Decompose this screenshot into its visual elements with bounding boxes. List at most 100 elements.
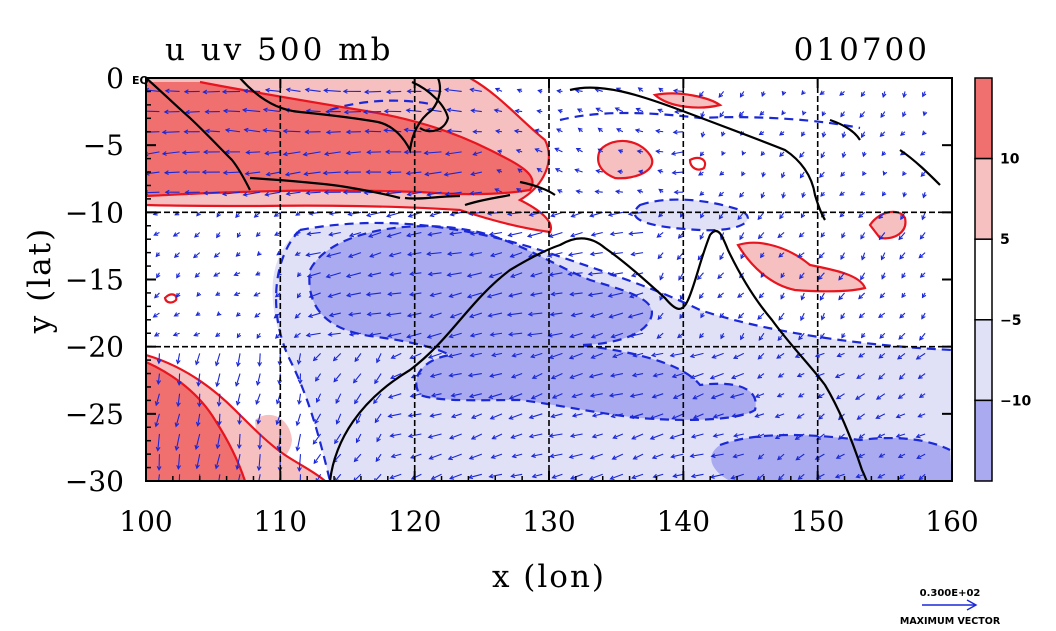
wind-vector — [656, 332, 664, 339]
wind-vector — [590, 231, 603, 237]
colorbar-swatch — [974, 77, 993, 160]
wind-vector — [761, 171, 766, 178]
wind-vector — [915, 433, 926, 439]
wind-vector — [608, 312, 624, 319]
wind-vector — [154, 413, 160, 428]
wind-vector — [195, 454, 201, 470]
wind-vector — [325, 109, 341, 115]
wind-vector — [589, 393, 603, 398]
wind-vector — [608, 392, 623, 398]
wind-vector — [450, 413, 462, 419]
wind-vector — [343, 109, 361, 115]
wind-vector — [215, 373, 221, 388]
wind-vector — [860, 91, 866, 98]
wind-vector — [342, 189, 361, 195]
wind-vector — [470, 433, 483, 440]
wind-vector — [777, 473, 785, 481]
wind-vector — [879, 332, 886, 339]
wind-vector — [899, 312, 906, 319]
wind-vector — [194, 232, 201, 238]
fill-plus10-sw — [146, 362, 245, 481]
wind-vector — [721, 150, 726, 156]
wind-vector — [173, 312, 180, 317]
colorbar-label: −10 — [1000, 393, 1031, 409]
wind-vector — [156, 272, 161, 279]
x-tick-label: 110 — [254, 505, 307, 538]
x-tick-label: 140 — [657, 505, 710, 538]
wind-vector — [385, 149, 402, 155]
wind-vector — [276, 271, 282, 277]
wind-vector — [469, 332, 482, 338]
wind-vector — [213, 252, 221, 258]
wind-vector — [819, 332, 825, 340]
wind-vector — [387, 393, 402, 399]
wind-vector — [556, 189, 563, 194]
wind-vector — [511, 453, 523, 459]
wind-vector — [760, 151, 766, 157]
wind-vector — [253, 211, 261, 218]
wind-vector — [637, 87, 644, 92]
wind-vector — [529, 272, 543, 278]
wind-vector — [284, 171, 301, 177]
wind-vector — [233, 271, 241, 277]
colorbar: 10 5 −5 −10 — [974, 77, 1031, 482]
wind-vector — [741, 171, 746, 177]
wind-vector — [917, 413, 926, 418]
wind-vector — [757, 373, 765, 379]
wind-vector — [901, 292, 906, 299]
wind-vector — [617, 149, 624, 154]
wind-vector — [922, 111, 928, 117]
wind-vector — [390, 453, 402, 459]
wind-vector — [548, 352, 563, 360]
wind-vector — [669, 433, 684, 440]
wind-vector — [450, 392, 462, 398]
wind-vector — [218, 494, 222, 510]
wind-vector — [569, 231, 583, 238]
wind-vector — [365, 211, 382, 218]
wind-vector — [447, 453, 462, 461]
wind-vector — [295, 433, 302, 452]
wind-vector — [632, 352, 644, 358]
wind-vector — [819, 90, 825, 96]
wind-vector — [426, 251, 442, 257]
wind-vector — [916, 453, 926, 459]
wind-vector — [632, 453, 644, 460]
wind-vector — [569, 291, 583, 297]
fill-plus5-top — [655, 93, 720, 108]
wind-vector — [374, 413, 382, 424]
wind-vector — [314, 413, 322, 425]
wind-vector — [264, 87, 281, 93]
wind-vector — [376, 433, 382, 443]
wind-vector — [343, 169, 361, 175]
wind-vector — [556, 88, 563, 94]
wind-vector — [718, 191, 724, 197]
wind-vector — [895, 413, 906, 419]
wind-vector — [488, 473, 503, 479]
wind-vector — [902, 192, 907, 198]
wind-vector — [730, 373, 744, 380]
wind-vector — [880, 111, 886, 118]
wind-vector — [446, 128, 462, 134]
wind-vector — [819, 292, 825, 301]
wind-vector — [801, 192, 806, 199]
wind-vector — [589, 312, 603, 318]
wind-vector — [244, 171, 261, 176]
wind-vector — [672, 473, 684, 479]
wind-vector — [409, 453, 422, 459]
wind-vector — [821, 111, 827, 117]
wind-vector — [536, 167, 543, 173]
wind-vector — [820, 191, 826, 197]
wind-vector — [409, 352, 422, 360]
wind-vector — [488, 393, 503, 400]
wind-vector — [489, 372, 503, 378]
wind-vector — [494, 188, 503, 193]
wind-vector — [689, 453, 704, 459]
wind-vector — [710, 393, 724, 400]
wind-vectors — [146, 87, 928, 510]
wind-vector — [658, 87, 664, 93]
wind-vector — [700, 312, 705, 319]
wind-vector — [700, 131, 706, 138]
wind-vector — [796, 372, 805, 378]
wind-vector — [587, 271, 603, 277]
wind-vector — [216, 393, 222, 407]
